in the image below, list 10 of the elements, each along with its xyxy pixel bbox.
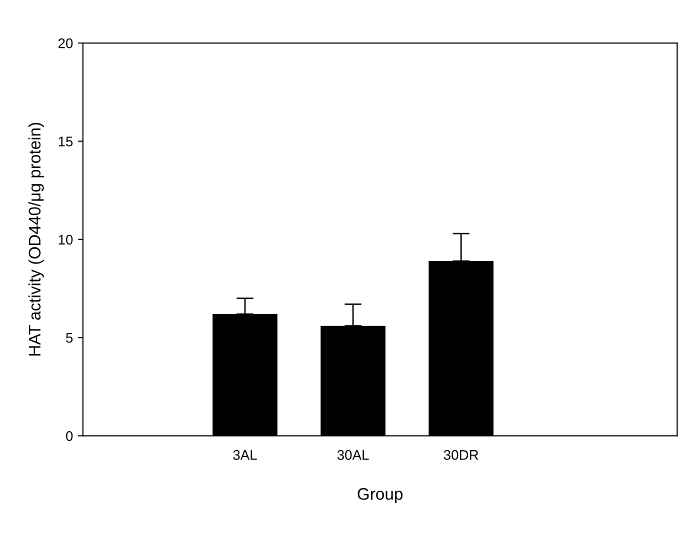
- x-tick-label: 30AL: [337, 450, 369, 460]
- y-tick-label: 15: [58, 136, 73, 146]
- y-tick-label: 5: [66, 333, 73, 343]
- x-axis-title: Group: [358, 488, 403, 504]
- y-tick-label: 10: [58, 234, 73, 245]
- y-tick-label: 0: [66, 431, 73, 441]
- y-axis-title: HAT activity (OD440/μg protein): [28, 122, 44, 356]
- x-tick-label: 30DR: [444, 450, 478, 460]
- y-tick-label: 20: [58, 38, 73, 48]
- x-tick-label: 3AL: [233, 450, 257, 460]
